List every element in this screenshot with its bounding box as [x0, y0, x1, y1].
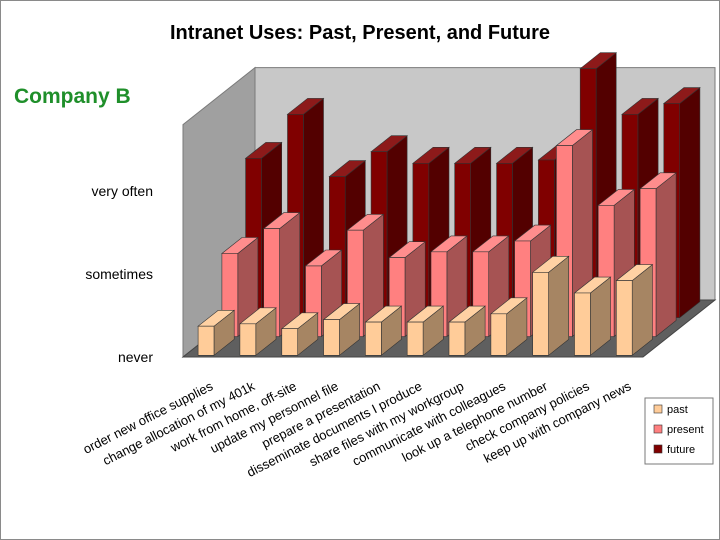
- y-axis-labels: never sometimes very often: [85, 183, 153, 365]
- legend-swatch: [653, 424, 663, 434]
- y-tick-label: sometimes: [85, 266, 153, 282]
- chart-title: Intranet Uses: Past, Present, and Future: [169, 22, 551, 44]
- bar-past: [197, 309, 236, 356]
- bar-past: [322, 302, 361, 356]
- y-tick-label: never: [118, 349, 153, 365]
- bar-past: [531, 255, 570, 356]
- bar-past: [448, 305, 486, 356]
- bar-present: [430, 235, 468, 338]
- bar-past: [280, 312, 319, 356]
- legend: past present future: [644, 397, 714, 465]
- legend-label: past: [667, 404, 688, 416]
- bar-past: [573, 276, 612, 356]
- bar-past: [364, 305, 403, 356]
- y-tick-label: very often: [92, 183, 153, 199]
- legend-item-past: past: [653, 404, 688, 416]
- chart-bars: [197, 52, 701, 356]
- legend-swatch: [653, 444, 663, 454]
- legend-label: present: [667, 424, 704, 436]
- legend-item-present: present: [653, 424, 704, 436]
- bar-past: [406, 305, 445, 356]
- bar-past: [615, 263, 654, 356]
- bar-past: [239, 307, 277, 356]
- chart-subtitle: Company B: [14, 85, 131, 108]
- legend-item-future: future: [653, 444, 695, 456]
- bar-past: [490, 297, 528, 356]
- legend-label: future: [667, 444, 695, 456]
- legend-swatch: [653, 404, 663, 414]
